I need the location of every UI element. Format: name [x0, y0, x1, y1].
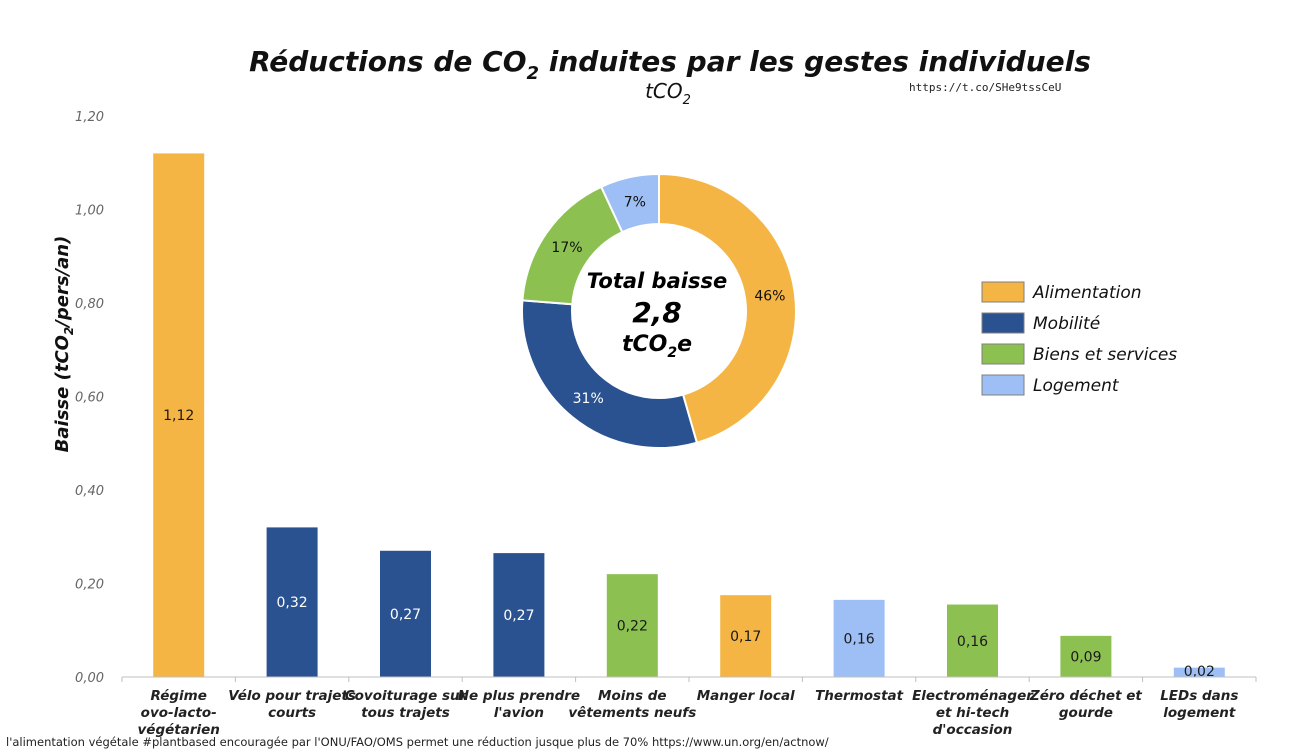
x-category-label: tous trajets — [361, 705, 450, 721]
source-link[interactable]: https://t.co/SHe9tssCeU — [909, 81, 1061, 94]
legend-swatch — [981, 281, 1025, 303]
y-tick-label: 0,60 — [75, 391, 104, 406]
x-category-label: Zéro déchet et — [1029, 688, 1142, 704]
x-category-label: Ne plus prendre — [458, 688, 580, 704]
donut-slice-label: 31% — [573, 391, 604, 407]
legend-swatch — [981, 312, 1025, 334]
center-unit-sub: 2 — [667, 345, 677, 361]
x-category-label: ovo-lacto- — [141, 705, 217, 721]
bar — [266, 527, 318, 677]
legend-label: Alimentation — [1032, 283, 1142, 303]
legend-label: Logement — [1033, 376, 1120, 396]
bar — [947, 604, 998, 677]
subtitle-sub: 2 — [683, 93, 691, 108]
x-category-label: Régime — [150, 688, 206, 704]
ylabel-b: /pers/an) — [52, 236, 73, 329]
title-main: Réductions de CO — [249, 45, 526, 78]
center-unit-rest: e — [677, 332, 692, 357]
x-category-label: et hi-tech — [936, 705, 1009, 721]
x-category-label: courts — [268, 705, 316, 721]
x-category-label: végétarien — [137, 722, 219, 738]
legend-swatch — [981, 374, 1025, 396]
chart-subtitle: tCO2 — [645, 79, 691, 108]
y-tick-label: 1,00 — [75, 204, 104, 219]
chart-title: Réductions de CO2 induites par les geste… — [249, 45, 1091, 84]
donut-chart: 46% 31% 17% 7% — [521, 172, 797, 449]
x-category-label: vêtements neufs — [568, 705, 696, 721]
bar-value-label: 1,12 — [163, 408, 194, 424]
y-tick-label: 1,20 — [75, 110, 104, 125]
y-ticks: 0,00 0,20 0,40 0,60 0,80 1,00 1,20 — [75, 110, 104, 686]
bar-value-label: 0,27 — [390, 607, 421, 623]
bar-value-label: 0,16 — [957, 634, 988, 650]
donut-slice-label: 17% — [551, 240, 582, 256]
y-tick-label: 0,20 — [75, 578, 104, 593]
x-category-label: l'avion — [494, 705, 544, 721]
donut-slice — [658, 172, 797, 444]
bar — [833, 599, 885, 677]
x-category-label: Vélo pour trajets — [228, 688, 356, 704]
ylabel-sub: 2 — [62, 327, 76, 335]
donut-center-title: Total baisse — [587, 269, 727, 293]
bar — [493, 553, 545, 677]
bar — [153, 153, 205, 677]
bar-value-label: 0,09 — [1070, 649, 1101, 665]
bar-value-label: 0,32 — [277, 595, 308, 611]
x-category-label: LEDs dans — [1160, 688, 1238, 704]
legend: Alimentation Mobilité Biens et services Log… — [981, 281, 1177, 396]
x-category-label: Thermostat — [815, 688, 904, 704]
bar-value-label: 0,22 — [617, 619, 648, 635]
y-axis-label: Baisse (tCO2/pers/an) — [52, 236, 76, 453]
donut-center-value: 2,8 — [632, 296, 682, 329]
legend-label: Mobilité — [1033, 314, 1100, 334]
bars: 1,12 0,32 0,27 0,27 0,22 0,17 0,16 0,16 0,09 0,02 — [153, 153, 1225, 680]
bar — [606, 574, 658, 677]
bar — [1060, 635, 1112, 677]
donut-slice — [521, 299, 699, 449]
x-category-label: d'occasion — [933, 722, 1013, 738]
x-category-label: Electroménager — [912, 688, 1034, 704]
bar — [1173, 667, 1225, 677]
y-tick-label: 0,40 — [75, 484, 104, 499]
bar-value-label: 0,27 — [503, 608, 534, 624]
x-category-label: Manger local — [697, 688, 795, 704]
donut-center-unit: tCO2e — [622, 332, 692, 361]
bar-value-label: 0,02 — [1184, 664, 1215, 680]
bar — [720, 595, 772, 677]
x-category-label: gourde — [1059, 705, 1113, 721]
bar-value-label: 0,16 — [844, 631, 875, 647]
bar — [380, 550, 431, 677]
subtitle-main: tCO — [645, 79, 683, 103]
y-tick-label: 0,80 — [75, 297, 104, 312]
donut-slice — [599, 172, 660, 234]
x-category-label: logement — [1163, 705, 1236, 721]
bar-value-label: 0,17 — [730, 629, 761, 645]
x-category-label: Covoiturage sur — [345, 688, 468, 704]
title-rest: induites par les gestes individuels — [539, 45, 1091, 78]
legend-swatch — [981, 343, 1025, 365]
ylabel-a: Baisse (tCO — [52, 335, 73, 452]
footnote: l'alimentation végétale #plantbased enco… — [6, 735, 829, 749]
legend-label: Biens et services — [1033, 345, 1177, 365]
title-sub: 2 — [527, 63, 540, 84]
center-unit-main: tCO — [622, 332, 667, 357]
y-tick-label: 0,00 — [75, 671, 104, 686]
donut-slice-label: 46% — [754, 288, 785, 304]
x-category-label: Moins de — [598, 688, 667, 704]
donut-slice-label: 7% — [624, 195, 646, 211]
